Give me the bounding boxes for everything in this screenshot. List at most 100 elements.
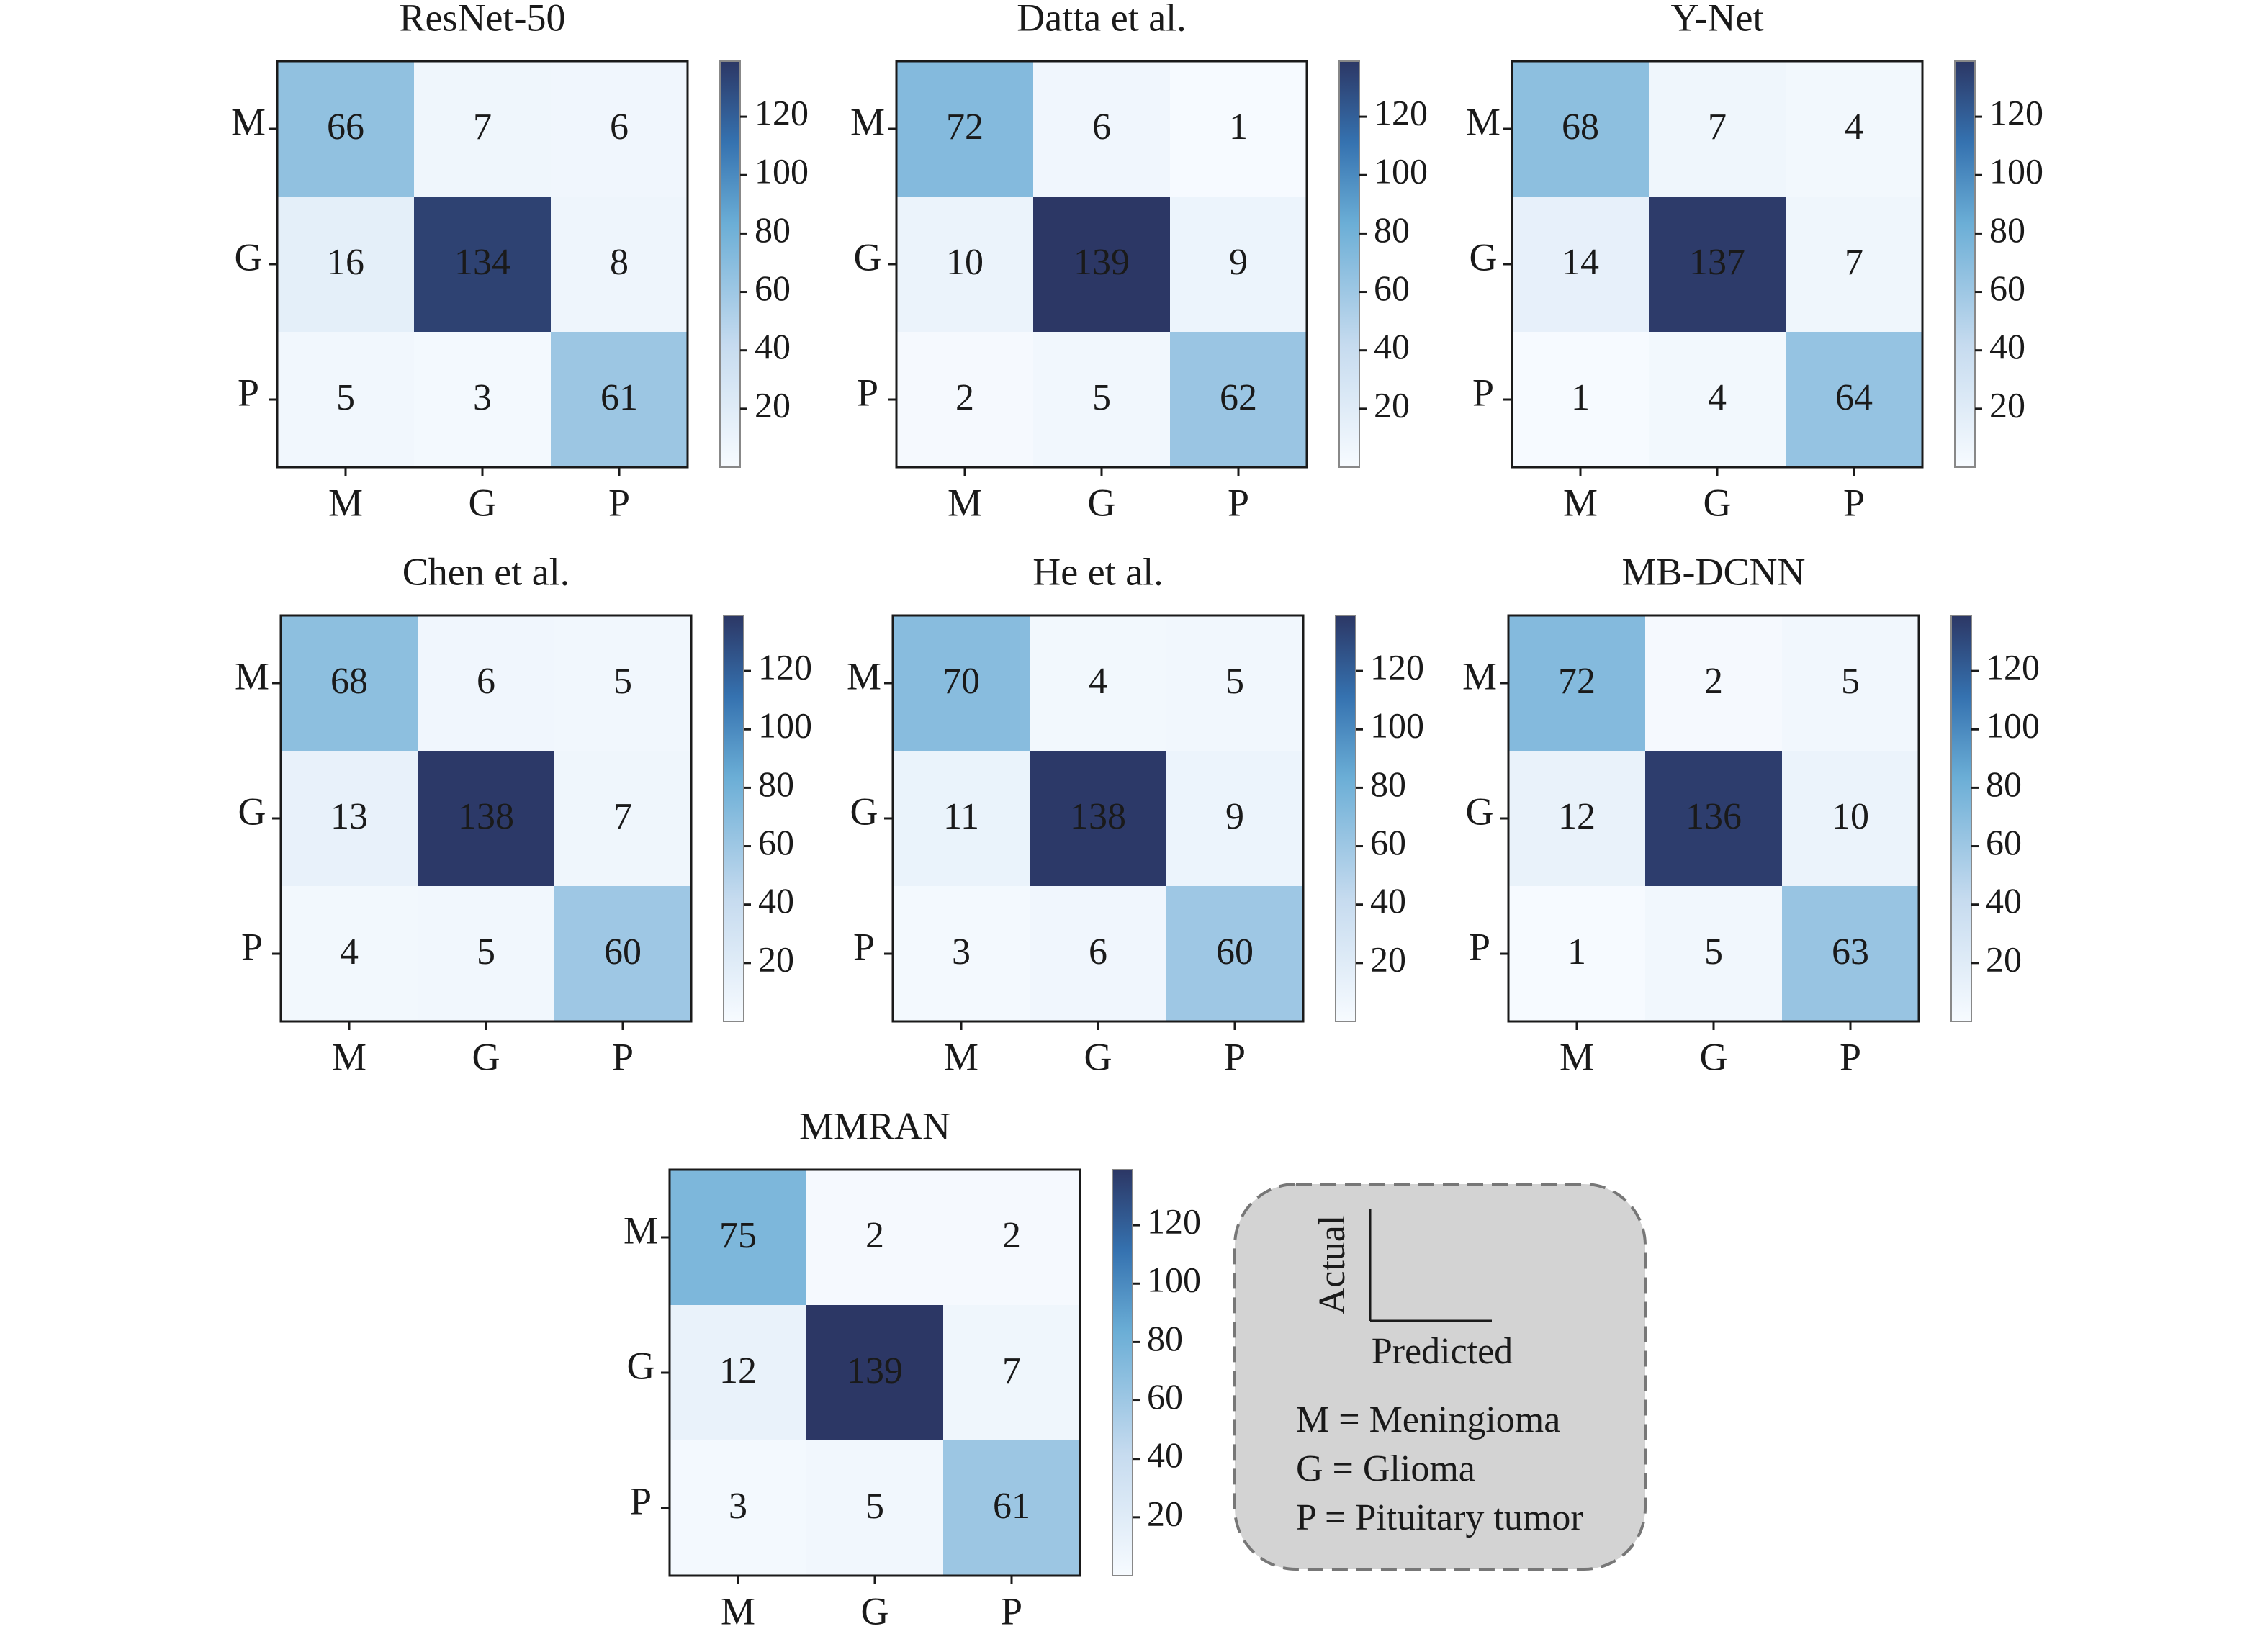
cell-value: 138: [458, 796, 514, 837]
colorbar-tick-label: 40: [755, 326, 791, 366]
matrix-cell: [806, 1170, 943, 1305]
colorbar-gradient: [719, 60, 741, 468]
matrix-cell: [418, 751, 554, 886]
matrix-cell: [414, 197, 551, 332]
legend-entry-meningioma: M = Meningioma: [1296, 1399, 1560, 1440]
cell-value: 9: [1225, 796, 1244, 837]
col-label: G: [1088, 481, 1116, 524]
colorbar-tick-label: 20: [1986, 939, 2022, 979]
row-label: M: [1462, 654, 1497, 698]
matrix-cell: [418, 615, 554, 751]
row-label: M: [231, 100, 266, 143]
colorbar-tick-label: 20: [1989, 384, 2025, 425]
matrix-cell: [1649, 197, 1786, 332]
cell-value: 62: [1220, 377, 1257, 418]
colorbar-tick-label: 120: [1374, 93, 1428, 133]
matrix-cell: [1645, 886, 1782, 1021]
cell-value: 9: [1229, 242, 1248, 283]
cell-value: 60: [604, 931, 642, 972]
panel-title: He et al.: [1032, 550, 1163, 593]
colorbar-tick-label: 80: [1147, 1318, 1183, 1358]
cell-value: 61: [600, 377, 638, 418]
cell-value: 138: [1070, 796, 1126, 837]
colorbar-tick-label: 60: [758, 822, 794, 862]
colorbar-tick-label: 40: [758, 880, 794, 921]
row-label: G: [850, 790, 878, 833]
cell-value: 5: [477, 931, 495, 972]
cell-value: 10: [1832, 796, 1869, 837]
cell-value: 7: [1708, 107, 1727, 148]
matrix-cell: [551, 332, 688, 467]
row-label: M: [847, 654, 881, 698]
matrix-cell: [281, 751, 418, 886]
matrix-cell: [1030, 615, 1166, 751]
colorbar-tick-label: 100: [758, 705, 812, 746]
matrix-cell: [1030, 751, 1166, 886]
matrix-cell: [1166, 751, 1303, 886]
colorbar-tick-label: 100: [1370, 705, 1424, 746]
cell-value: 14: [1562, 242, 1599, 283]
col-label: G: [1704, 481, 1732, 524]
matrix-cell: [1645, 751, 1782, 886]
cell-value: 139: [1074, 242, 1130, 283]
colorbar-gradient: [723, 615, 744, 1022]
col-label: G: [472, 1035, 500, 1078]
cell-value: 3: [473, 377, 492, 418]
cell-value: 136: [1686, 796, 1742, 837]
cell-value: 2: [955, 377, 974, 418]
row-label: M: [850, 100, 885, 143]
colorbar-tick-label: 20: [755, 384, 791, 425]
cell-value: 61: [993, 1486, 1030, 1527]
matrix-cell: [806, 1440, 943, 1576]
colorbar-tick-label: 40: [1986, 880, 2022, 921]
row-label: P: [853, 925, 875, 968]
matrix-cell: [1033, 61, 1170, 197]
matrix-cell: [414, 332, 551, 467]
row-label: M: [624, 1209, 658, 1252]
confusion-matrix-panel: MB-DCNN 72 2 5 12 136 10 1 5 63 M G P M G P 20 40 60 80 100 1…: [1462, 550, 2040, 1078]
matrix-cell: [893, 751, 1030, 886]
row-label: P: [1469, 925, 1490, 968]
colorbar-tick-label: 20: [758, 939, 794, 979]
matrix-cell: [1786, 197, 1922, 332]
col-label: M: [1563, 481, 1598, 524]
matrix-cell: [1170, 332, 1307, 467]
row-label: P: [630, 1479, 652, 1522]
cell-value: 7: [613, 796, 632, 837]
colorbar-tick-label: 80: [755, 209, 791, 250]
row-label: M: [1466, 100, 1500, 143]
matrix-cell: [281, 886, 418, 1021]
colorbar-tick-label: 20: [1370, 939, 1406, 979]
row-label: P: [1472, 371, 1494, 414]
panel-title: MB-DCNN: [1621, 550, 1805, 593]
colorbar: 20 40 60 80 100 120: [719, 60, 809, 468]
colorbar-tick-label: 100: [1989, 151, 2043, 191]
matrix-cell: [1508, 615, 1645, 751]
colorbar-tick-label: 80: [1986, 764, 2022, 804]
row-label: G: [1466, 790, 1494, 833]
cell-value: 134: [454, 242, 510, 283]
cell-value: 72: [946, 107, 984, 148]
colorbar-tick-label: 100: [1147, 1260, 1201, 1300]
cell-value: 10: [946, 242, 984, 283]
colorbar-tick-label: 40: [1370, 880, 1406, 921]
legend-actual-label: Actual: [1312, 1215, 1353, 1315]
matrix-cell: [1170, 197, 1307, 332]
matrix-cell: [896, 197, 1033, 332]
cell-value: 70: [942, 661, 980, 702]
cell-value: 12: [719, 1350, 757, 1391]
colorbar-tick-label: 100: [755, 151, 809, 191]
colorbar: 20 40 60 80 100 120: [1338, 60, 1428, 468]
cell-value: 5: [1092, 377, 1111, 418]
matrix-cell: [551, 197, 688, 332]
cell-value: 4: [1089, 661, 1107, 702]
row-label: G: [238, 790, 266, 833]
col-label: M: [721, 1589, 755, 1633]
col-label: P: [612, 1035, 634, 1078]
confusion-matrix-panel: Chen et al. 68 6 5 13 138 7 4 5 60 M G P M G P 20 40 60 80 1…: [235, 550, 812, 1078]
panel-title: ResNet-50: [400, 0, 566, 39]
colorbar-tick-label: 120: [1986, 647, 2040, 687]
cell-value: 11: [943, 796, 979, 837]
matrix-cell: [1512, 61, 1649, 197]
cell-value: 6: [1092, 107, 1111, 148]
